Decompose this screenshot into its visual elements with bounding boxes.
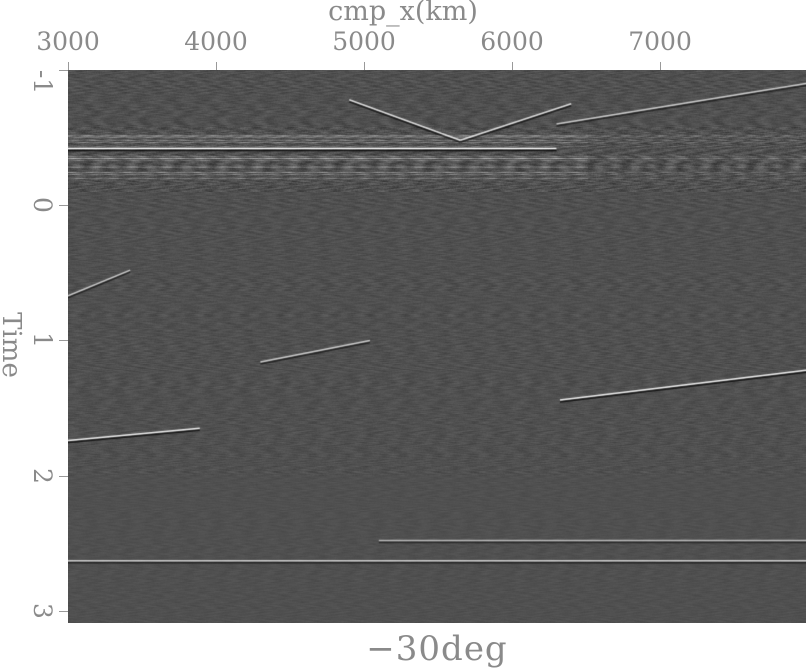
y-tick-label: 2	[28, 467, 57, 484]
x-tick-label: 7000	[628, 27, 692, 56]
x-tick-label: 4000	[184, 27, 248, 56]
x-tick-mark	[660, 62, 662, 70]
y-tick-label: -1	[28, 69, 57, 95]
y-tick-mark	[59, 610, 68, 612]
x-tick-mark	[216, 62, 217, 70]
x-tick-mark	[512, 62, 514, 70]
y-tick-label: 3	[28, 602, 57, 619]
x-tick-label: 5000	[332, 27, 396, 56]
y-tick-mark	[59, 205, 68, 207]
y-axis-label: Time	[0, 312, 26, 378]
x-tick-mark	[364, 62, 366, 70]
seismic-canvas	[68, 70, 806, 623]
seismic-section-image	[68, 70, 806, 623]
y-tick-mark	[59, 475, 68, 477]
y-tick-mark	[59, 340, 68, 342]
y-tick-label: 1	[28, 332, 57, 349]
x-axis-label: cmp_x(km)	[328, 0, 478, 27]
x-tick-mark	[68, 62, 69, 70]
y-tick-mark	[59, 70, 68, 71]
x-tick-label: 3000	[36, 27, 100, 56]
panel-caption: −30deg	[366, 629, 508, 669]
y-tick-label: 0	[28, 197, 57, 214]
x-tick-label: 6000	[480, 27, 544, 56]
